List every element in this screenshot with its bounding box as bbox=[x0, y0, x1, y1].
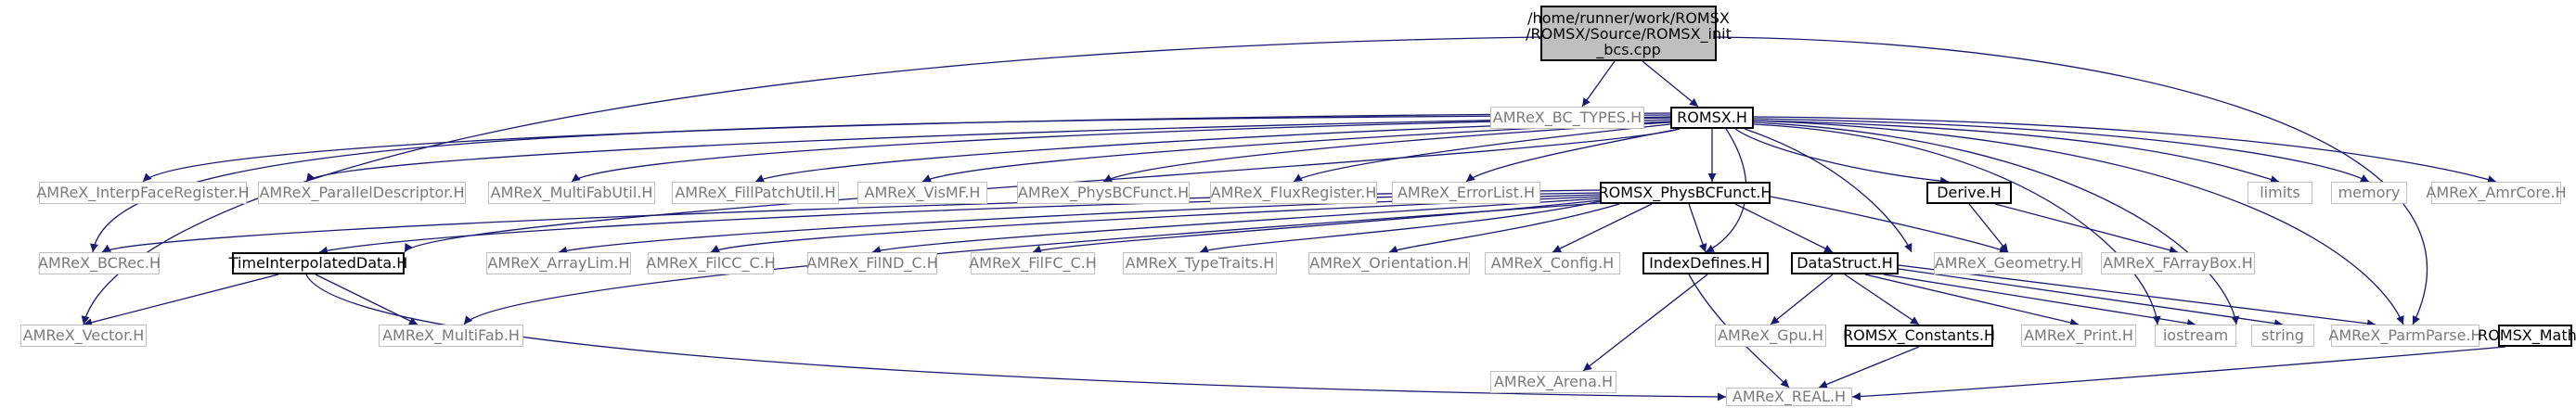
node-amrex-multifab: AMReX_MultiFab.H bbox=[379, 325, 523, 347]
node-amrex-real: AMReX_REAL.H bbox=[1726, 388, 1852, 406]
dependency-edge bbox=[710, 196, 1601, 253]
node-amrex-vector: AMReX_Vector.H bbox=[20, 325, 147, 347]
node-amrex-print: AMReX_Print.H bbox=[2021, 325, 2136, 347]
dependency-edge bbox=[1388, 203, 1620, 254]
node-romsx-constants[interactable]: ROMSX_Constants.H bbox=[1843, 325, 1995, 347]
dependency-edge bbox=[315, 274, 419, 325]
node-indexdefines[interactable]: IndexDefines.H bbox=[1642, 252, 1769, 274]
dependency-edge bbox=[1581, 60, 1616, 108]
dependency-edge bbox=[1753, 116, 2497, 184]
node-amrex-amrcore: AMReX_AmrCore.H bbox=[2426, 182, 2567, 204]
node-romsx-h[interactable]: ROMSX.H bbox=[1670, 107, 1754, 129]
dependency-edge bbox=[1642, 60, 1699, 108]
dependency-edge bbox=[1753, 123, 2161, 325]
node-amrex-gpu: AMReX_Gpu.H bbox=[1715, 325, 1826, 347]
node-string: string bbox=[2251, 325, 2314, 347]
dependency-edge bbox=[871, 198, 1601, 254]
dependency-edge bbox=[1716, 36, 2428, 325]
node-amrex-fluxregister: AMReX_FluxRegister.H bbox=[1210, 182, 1377, 204]
node-amrex-multifabutil: AMReX_MultiFabUtil.H bbox=[488, 182, 655, 204]
dependency-edge bbox=[1552, 203, 1653, 253]
dependency-edge bbox=[81, 36, 1541, 325]
node-iostream: iostream bbox=[2155, 325, 2236, 347]
dependency-edge bbox=[1968, 203, 2009, 253]
dependency-edge bbox=[571, 117, 1671, 183]
dependency-edge bbox=[1818, 346, 1920, 389]
dependency-edges bbox=[81, 36, 2506, 402]
dependency-edge bbox=[1753, 120, 2404, 325]
dependency-edge bbox=[1293, 123, 1671, 183]
root-file-node: /home/runner/work/ROMSX /ROMSX/Source/RO… bbox=[1526, 6, 1732, 61]
dependency-edge bbox=[1582, 274, 1708, 372]
dependency-edge bbox=[1994, 203, 2179, 255]
dependency-edge bbox=[1898, 264, 2376, 328]
dependency-edge bbox=[1705, 128, 1747, 253]
root-file-line-3: _bcs.cpp bbox=[1596, 40, 1661, 58]
node-amrex-interpfaceregister: AMReX_InterpFaceRegister.H bbox=[36, 182, 250, 204]
node-amrex-farraybox: AMReX_FArrayBox.H bbox=[2101, 252, 2255, 274]
node-amrex-bcrec: AMReX_BCRec.H bbox=[38, 252, 161, 274]
node-amrex-config: AMReX_Config.H bbox=[1485, 252, 1620, 274]
node-amrex-typetraits: AMReX_TypeTraits.H bbox=[1123, 252, 1277, 274]
node-romsx-physbcfunct[interactable]: ROMSX_PhysBCFunct.H bbox=[1599, 182, 1771, 204]
root-file-line-1: /home/runner/work/ROMSX bbox=[1527, 8, 1730, 27]
node-datastruct[interactable]: DataStruct.H bbox=[1791, 252, 1899, 274]
node-derive-h[interactable]: Derive.H bbox=[1926, 182, 2012, 204]
dependency-edge bbox=[1770, 274, 1834, 325]
node-amrex-bc-types: AMReX_BC_TYPES.H bbox=[1490, 107, 1644, 129]
dependency-edge bbox=[1744, 128, 1913, 253]
dependency-edge bbox=[1753, 120, 2280, 184]
dependency-edge bbox=[1032, 199, 1601, 254]
node-memory: memory bbox=[2331, 182, 2407, 204]
node-timeinterpolateddata[interactable]: TimeInterpolatedData.H bbox=[229, 252, 407, 274]
node-amrex-fillpatchutil: AMReX_FillPatchUtil.H bbox=[672, 182, 839, 204]
dependency-edge bbox=[83, 274, 279, 327]
dependency-edge bbox=[1770, 196, 2009, 254]
dependency-edge bbox=[90, 114, 1671, 253]
dependency-edge bbox=[1864, 274, 2080, 327]
dependency-edge bbox=[1199, 200, 1601, 254]
dependency-edge bbox=[1753, 121, 2240, 325]
node-amrex-orientation: AMReX_Orientation.H bbox=[1308, 252, 1470, 274]
node-amrex-vismf: AMReX_VisMF.H bbox=[857, 182, 987, 204]
node-amrex-paralleldescriptor: AMReX_ParallelDescriptor.H bbox=[258, 182, 466, 204]
dependency-edge bbox=[404, 128, 1681, 253]
dependency-edge bbox=[305, 116, 1671, 183]
node-limits: limits bbox=[2248, 182, 2312, 204]
root-file-line-2: /ROMSX/Source/ROMSX_init bbox=[1526, 24, 1732, 43]
dependency-edge bbox=[305, 274, 1727, 402]
node-amrex-filcc-c: AMReX_FilCC_C.H bbox=[646, 252, 776, 274]
node-amrex-filfc-c: AMReX_FilFC_C.H bbox=[969, 252, 1097, 274]
node-romsx-math[interactable]: ROMSX_Math.H bbox=[2478, 325, 2576, 347]
dependency-edge bbox=[558, 194, 1601, 255]
node-amrex-parmparse: AMReX_ParmParse.H bbox=[2328, 325, 2482, 347]
dependency-edge bbox=[921, 121, 1671, 183]
dependency-edge bbox=[1844, 274, 1920, 325]
node-amrex-geometry: AMReX_Geometry.H bbox=[1934, 252, 2082, 274]
dependency-edge bbox=[754, 119, 1671, 183]
dependency-edge bbox=[1102, 121, 1671, 183]
dependency-edge bbox=[1851, 346, 2506, 401]
dependency-edge bbox=[1883, 274, 2196, 328]
dependency-edge bbox=[1688, 203, 1707, 253]
node-amrex-arena: AMReX_Arena.H bbox=[1490, 371, 1616, 393]
dependency-edge bbox=[1465, 128, 1681, 183]
node-amrex-filnd-c: AMReX_FilND_C.H bbox=[806, 252, 938, 274]
dependency-edge bbox=[1734, 128, 1950, 185]
node-amrex-physbcfunct: AMReX_PhysBCFunct.H bbox=[1017, 182, 1190, 204]
dependency-edge bbox=[1753, 118, 2370, 183]
node-amrex-arraylim: AMReX_ArrayLim.H bbox=[486, 252, 631, 274]
node-amrex-errorlist: AMReX_ErrorList.H bbox=[1392, 182, 1540, 204]
dependency-edge bbox=[1734, 203, 1834, 253]
dependency-edge bbox=[1898, 268, 2284, 328]
